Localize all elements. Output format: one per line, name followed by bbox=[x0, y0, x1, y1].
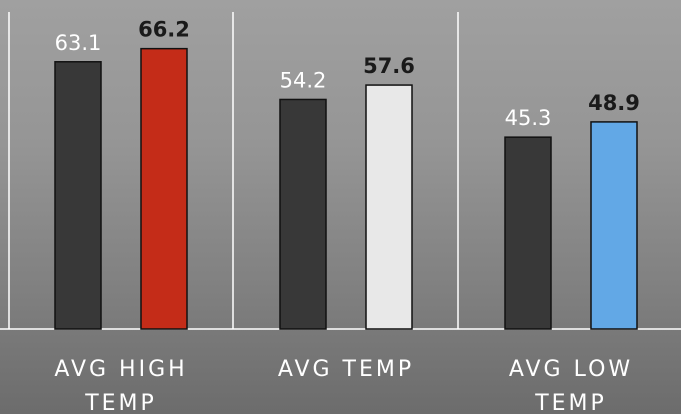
category-label-2-1: TEMP bbox=[534, 391, 607, 414]
value-label-2-0: 45.3 bbox=[505, 106, 552, 130]
value-label-0-0: 63.1 bbox=[55, 31, 102, 55]
value-label-0-1: 66.2 bbox=[138, 18, 190, 42]
value-label-1-0: 54.2 bbox=[280, 68, 327, 92]
value-label-1-1: 57.6 bbox=[363, 54, 415, 78]
category-label-2-0: AVG LOW bbox=[509, 357, 633, 382]
bar-2-1 bbox=[590, 121, 638, 330]
bar-0-1 bbox=[140, 47, 188, 330]
bar-1-1 bbox=[365, 84, 413, 330]
value-label-2-1: 48.9 bbox=[588, 91, 640, 115]
category-label-0-1: TEMP bbox=[84, 391, 157, 414]
bar-1-0 bbox=[279, 98, 327, 330]
category-label-0-0: AVG HIGH bbox=[54, 357, 187, 382]
category-label-1-0: AVG TEMP bbox=[278, 357, 414, 382]
bar-0-0 bbox=[54, 61, 102, 330]
bar-2-0 bbox=[504, 136, 552, 330]
